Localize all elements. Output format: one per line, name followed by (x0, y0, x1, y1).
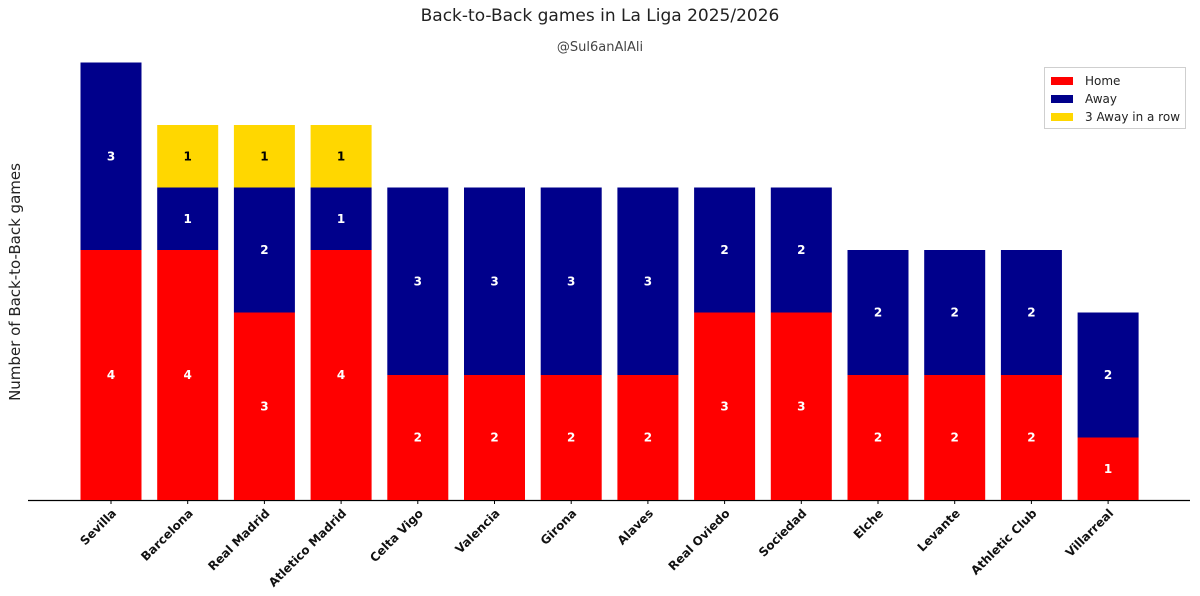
x-tick-label-valencia: Valencia (453, 506, 503, 556)
data-label-celta-vigo-home: 2 (414, 431, 422, 445)
data-label-sevilla-home: 4 (107, 368, 115, 382)
x-tick-label-barcelona: Barcelona (138, 506, 196, 564)
data-label-barcelona-away: 1 (184, 212, 192, 226)
x-tick-label-real-oviedo: Real Oviedo (666, 506, 733, 573)
x-tick-label-levante: Levante (915, 506, 963, 554)
chart-subtitle: @Sul6anAlAli (556, 40, 644, 55)
bar-alaves-home (617, 375, 679, 500)
bar-alaves-away (617, 187, 679, 375)
legend: Home Away 3 Away in a row (1044, 67, 1186, 129)
bar-celta-vigo-home (387, 375, 449, 500)
x-tick-label-sociedad: Sociedad (756, 506, 809, 559)
x-tick-label-elche: Elche (851, 506, 886, 541)
bar-barcelona-home (157, 250, 219, 500)
bars-group: 4 3 4 1 1 3 2 1 4 1 1 2 3 2 3 2 3 2 3 3 2 3 2 2 2 2 2 2 2 1 2 (80, 62, 1139, 500)
data-label-sociedad-away: 2 (797, 243, 805, 257)
legend-swatch-home (1051, 77, 1073, 85)
legend-item-3-away: 3 Away in a row (1051, 108, 1185, 126)
bar-elche-away (847, 250, 909, 375)
data-label-real-madrid-away: 2 (260, 243, 268, 257)
data-label-levante-away: 2 (951, 306, 959, 320)
legend-swatch-away (1051, 95, 1073, 103)
bar-athletic-club-away (1000, 250, 1062, 375)
x-tick-label-girona: Girona (538, 506, 580, 548)
data-label-levante-home: 2 (951, 431, 959, 445)
data-label-celta-vigo-away: 3 (414, 274, 422, 288)
bar-real-madrid-home (233, 312, 295, 500)
data-label-villarreal-home: 1 (1104, 462, 1112, 476)
x-tick-label-atletico-madrid: Atletico Madrid (266, 506, 349, 589)
x-tick-label-celta-vigo: Celta Vigo (367, 506, 426, 565)
legend-swatch-3-away (1051, 113, 1073, 121)
data-label-alaves-away: 3 (644, 274, 652, 288)
data-label-atletico-madrid-home: 4 (337, 368, 345, 382)
data-label-barcelona-home: 4 (184, 368, 192, 382)
data-label-real-oviedo-away: 2 (720, 243, 728, 257)
data-label-sociedad-home: 3 (797, 399, 805, 413)
data-label-valencia-home: 2 (490, 431, 498, 445)
bar-villarreal-away (1077, 312, 1139, 438)
x-tick-label-alaves: Alaves (615, 506, 656, 547)
data-label-girona-home: 2 (567, 431, 575, 445)
data-label-athletic-club-home: 2 (1027, 431, 1035, 445)
legend-label-home: Home (1085, 74, 1121, 88)
bar-girona-away (540, 187, 602, 375)
data-label-real-madrid-3-away-in-a-row: 1 (260, 149, 268, 163)
data-label-sevilla-away: 3 (107, 149, 115, 163)
bar-atletico-madrid-home (310, 250, 372, 500)
data-label-atletico-madrid-3-away-in-a-row: 1 (337, 149, 345, 163)
bar-real-madrid-3-away-in-a-row (233, 125, 295, 188)
bar-real-oviedo-home (694, 312, 756, 500)
data-label-barcelona-3-away-in-a-row: 1 (184, 149, 192, 163)
x-tick-label-villarreal: Villarreal (1063, 506, 1117, 560)
data-label-valencia-away: 3 (490, 274, 498, 288)
data-label-villarreal-away: 2 (1104, 368, 1112, 382)
legend-item-away: Away (1051, 90, 1185, 108)
x-tick-label-athletic-club: Athletic Club (968, 506, 1040, 578)
x-tick-label-sevilla: Sevilla (77, 506, 119, 548)
data-label-athletic-club-away: 2 (1027, 306, 1035, 320)
legend-item-home: Home (1051, 72, 1185, 90)
legend-label-3-away: 3 Away in a row (1085, 110, 1181, 124)
y-axis-label: Number of Back-to-Back games (6, 163, 24, 401)
bar-atletico-madrid-away (310, 187, 372, 250)
bar-celta-vigo-away (387, 187, 449, 375)
bar-levante-home (924, 375, 986, 500)
bar-real-madrid-away (233, 187, 295, 313)
bar-girona-home (540, 375, 602, 500)
bar-real-oviedo-away (694, 187, 756, 313)
bar-valencia-away (464, 187, 525, 375)
bar-sociedad-away (770, 187, 832, 313)
data-label-real-madrid-home: 3 (260, 399, 268, 413)
bar-sevilla-home (80, 250, 142, 500)
bar-barcelona-away (157, 187, 219, 250)
data-label-alaves-home: 2 (644, 431, 652, 445)
bar-levante-away (924, 250, 986, 375)
data-label-real-oviedo-home: 3 (720, 399, 728, 413)
bar-athletic-club-home (1000, 375, 1062, 500)
bar-sevilla-away (80, 62, 142, 250)
bar-villarreal-home (1077, 437, 1139, 500)
bar-elche-home (847, 375, 909, 500)
bar-sociedad-home (770, 312, 832, 500)
data-label-girona-away: 3 (567, 274, 575, 288)
bar-barcelona-3-away-in-a-row (157, 125, 219, 188)
bar-valencia-home (464, 375, 525, 500)
chart-title: Back-to-Back games in La Liga 2025/2026 (420, 6, 780, 26)
legend-label-away: Away (1085, 92, 1117, 106)
bar-atletico-madrid-3-away-in-a-row (310, 125, 372, 188)
data-label-atletico-madrid-away: 1 (337, 212, 345, 226)
data-label-elche-away: 2 (874, 306, 882, 320)
data-label-elche-home: 2 (874, 431, 882, 445)
x-tick-label-real-madrid: Real Madrid (205, 506, 272, 573)
